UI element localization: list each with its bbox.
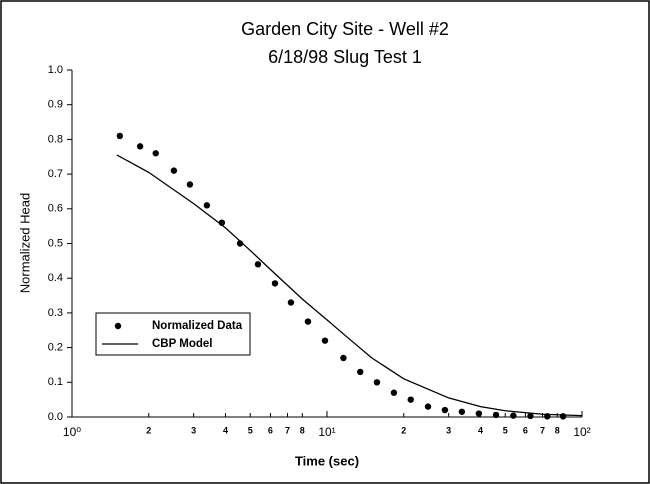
- legend-box: [95, 312, 251, 356]
- x-tick-label: 5: [503, 425, 508, 435]
- y-tick-label: 0.8: [48, 133, 63, 145]
- x-tick-label: 2: [401, 425, 406, 435]
- x-tick-label: 8: [300, 425, 305, 435]
- data-point: [492, 411, 500, 419]
- x-tick-label: 4: [478, 425, 483, 435]
- data-point: [321, 337, 329, 344]
- data-point: [357, 368, 364, 376]
- data-point: [254, 261, 262, 268]
- x-axis-label: Time (sec): [295, 453, 359, 468]
- legend-label: CBP Model: [152, 338, 213, 350]
- y-tick-label: 0.1: [48, 376, 63, 388]
- y-tick-label: 0.3: [48, 307, 63, 319]
- x-tick-label: 10¹: [318, 425, 335, 439]
- x-tick-label: 6: [268, 425, 273, 435]
- x-tick-label: 6: [523, 425, 528, 435]
- data-point: [527, 412, 534, 420]
- y-tick-label: 0.9: [48, 99, 63, 111]
- y-tick-label: 0.7: [48, 168, 63, 180]
- x-tick-label: 7: [540, 425, 545, 435]
- x-tick-label: 3: [446, 425, 451, 435]
- data-point: [186, 181, 194, 188]
- x-tick-label: 5: [248, 425, 253, 435]
- data-point: [407, 396, 414, 403]
- data-point: [424, 403, 432, 410]
- legend-label: Normalized Data: [152, 320, 243, 332]
- y-axis-label: Normalized Head: [17, 193, 32, 293]
- data-point: [373, 379, 381, 386]
- data-point: [152, 150, 159, 157]
- y-tick-label: 1.0: [48, 64, 63, 76]
- data-point: [340, 354, 347, 362]
- chart-title: Garden City Site - Well #2: [241, 19, 449, 39]
- data-point: [271, 280, 279, 287]
- model-line: [116, 154, 583, 417]
- x-tick-label: 7: [285, 425, 290, 435]
- y-tick-label: 0.5: [48, 237, 63, 249]
- y-tick-label: 0.2: [48, 342, 63, 354]
- data-point: [559, 413, 567, 420]
- data-point: [170, 167, 178, 174]
- x-tick-label: 3: [191, 425, 196, 435]
- y-tick-label: 0.0: [48, 411, 63, 423]
- x-tick-label: 10⁰: [63, 425, 81, 439]
- data-point: [510, 412, 517, 419]
- x-tick-label: 4: [223, 425, 228, 435]
- y-tick-label: 0.4: [48, 272, 63, 284]
- data-point: [458, 408, 466, 415]
- data-point: [390, 389, 398, 396]
- data-point: [441, 406, 449, 414]
- data-point: [203, 202, 211, 209]
- chart-subtitle: 6/18/98 Slug Test 1: [268, 47, 422, 67]
- x-tick-label: 8: [555, 425, 560, 435]
- data-point: [304, 318, 312, 325]
- x-tick-label: 2: [146, 425, 151, 435]
- y-tick-label: 0.6: [48, 203, 63, 215]
- data-point: [136, 143, 144, 150]
- data-point: [116, 132, 124, 140]
- data-point: [475, 410, 483, 417]
- data-point: [287, 299, 295, 306]
- x-tick-label: 10²: [573, 425, 590, 439]
- legend-marker: [114, 322, 122, 330]
